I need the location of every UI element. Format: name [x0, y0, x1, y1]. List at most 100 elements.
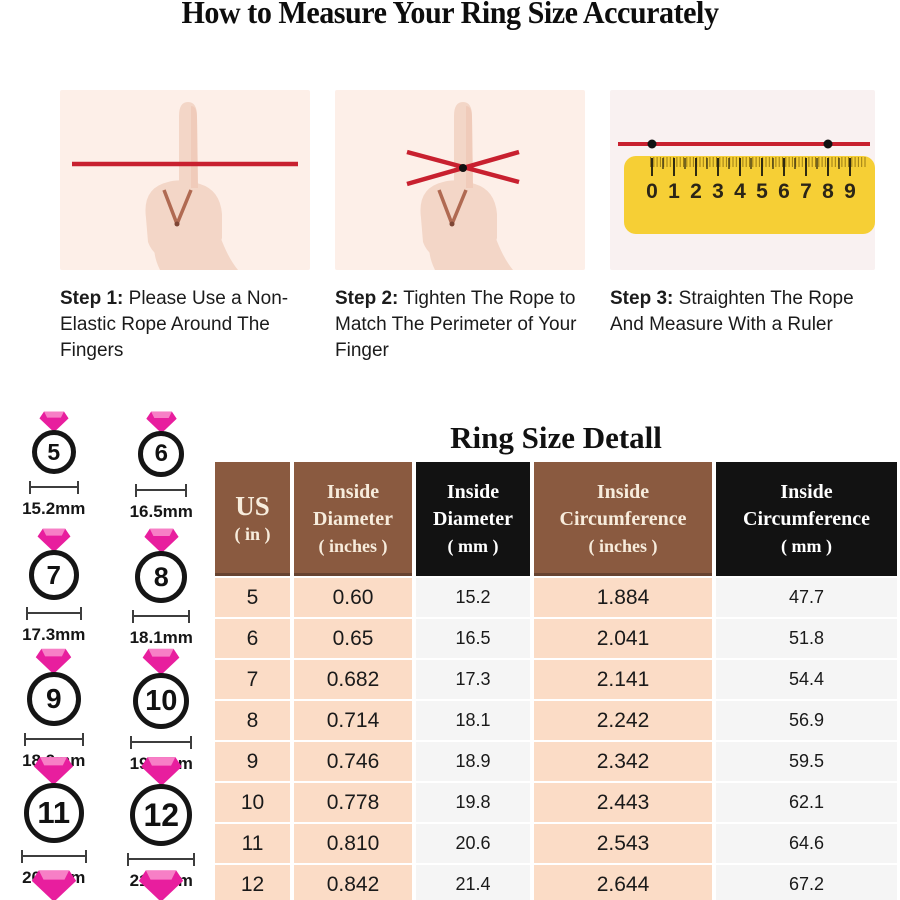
table-cell: 20.6	[416, 824, 530, 863]
step-1-caption: Step 1: Please Use a Non-Elastic Rope Ar…	[60, 286, 310, 364]
table-cell: 51.8	[716, 619, 897, 658]
table-cell: 17.3	[416, 660, 530, 699]
ring-size-row: 5 15.2mm 6 16.5mm	[0, 410, 215, 522]
ring-size-number: 6	[138, 431, 185, 477]
table-title: Ring Size Detall	[450, 420, 662, 455]
table-cell: 64.6	[716, 824, 897, 863]
table-cell: 0.682	[294, 660, 412, 699]
table-cell: 56.9	[716, 701, 897, 740]
table-header-cell: Inside Circumference( mm )	[716, 462, 897, 576]
table-header-cell: Inside Diameter( inches )	[294, 462, 412, 576]
ruler-number: 3	[712, 180, 724, 203]
ring-glyph: 5 15.2mm	[0, 410, 108, 522]
step-2-caption: Step 2: Tighten The Rope to Match The Pe…	[335, 286, 585, 364]
ruler-number: 4	[734, 180, 746, 203]
ruler-number: 9	[844, 180, 856, 203]
table-cell: 2.041	[534, 619, 712, 658]
table-cell: 67.2	[716, 865, 897, 900]
table-header-cell: Inside Circumference( inches )	[534, 462, 712, 576]
diamond-icon	[39, 411, 69, 433]
ruler-number: 7	[800, 180, 812, 203]
table-cell: 18.9	[416, 742, 530, 781]
table-cell: 7	[215, 660, 290, 699]
ring-size-number: 12	[130, 784, 193, 846]
diamond-icon	[146, 411, 177, 434]
diamond-icon	[142, 648, 180, 676]
table-cell: 21.4	[416, 865, 530, 900]
diameter-bracket	[135, 484, 188, 497]
ring-size-number: 7	[28, 550, 79, 600]
table-cell: 9	[215, 742, 290, 781]
diamond-icon	[144, 528, 179, 554]
table-cell: 2.543	[534, 824, 712, 863]
step-1-image	[60, 90, 310, 270]
ring-diameter-label: 18.1mm	[129, 628, 193, 647]
table-cell: 0.714	[294, 701, 412, 740]
diameter-bracket	[25, 607, 82, 620]
table-cell: 0.810	[294, 824, 412, 863]
ring-size-row: 7 17.3mm 8 18.1mm	[0, 527, 215, 648]
table-cell: 2.443	[534, 783, 712, 822]
ring-glyph: 7 17.3mm	[0, 527, 108, 648]
ring-size-number: 8	[135, 551, 188, 603]
hand-with-rope-illustration	[72, 102, 298, 270]
diamond-icon	[36, 648, 72, 675]
ring-size-number: 9	[26, 672, 81, 726]
table-cell: 5	[215, 578, 290, 617]
table-cell: 18.1	[416, 701, 530, 740]
table-cell: 0.842	[294, 865, 412, 900]
table-cell: 19.8	[416, 783, 530, 822]
ring-diameter-label: 15.2mm	[22, 499, 86, 518]
table-cell: 0.60	[294, 578, 412, 617]
table-header-cell: Inside Diameter( mm )	[416, 462, 530, 576]
step-1-label: Step 1:	[60, 288, 124, 309]
table-cell: 59.5	[716, 742, 897, 781]
table-cell: 11	[215, 824, 290, 863]
diameter-bracket	[127, 853, 196, 866]
diameter-bracket	[132, 610, 191, 623]
diamond-icon	[139, 870, 184, 900]
ring-glyph: 6 16.5mm	[108, 410, 216, 522]
ring-size-row	[0, 868, 215, 900]
ring-diameter-label: 16.5mm	[129, 502, 193, 521]
diameter-bracket	[28, 481, 79, 494]
step-2: Step 2: Tighten The Rope to Match The Pe…	[335, 90, 585, 364]
table-cell: 8	[215, 701, 290, 740]
step-3-text: Straighten The Rope And Measure With a R…	[610, 288, 854, 335]
diamond-icon	[34, 757, 74, 785]
step-3-caption: Step 3: Straighten The Rope And Measure …	[610, 286, 860, 338]
table-cell: 54.4	[716, 660, 897, 699]
step-3-label: Step 3:	[610, 288, 674, 309]
diameter-bracket	[130, 736, 193, 749]
hand-with-tightened-rope-illustration	[406, 102, 520, 270]
table-header-cell: US( in )	[215, 462, 290, 576]
steps-row: Step 1: Please Use a Non-Elastic Rope Ar…	[60, 90, 875, 364]
ring-size-number: 11	[23, 783, 84, 843]
table-cell: 1.884	[534, 578, 712, 617]
table-cell: 2.242	[534, 701, 712, 740]
ring-size-table: US( in ) Inside Diameter( inches ) Inside Di…	[215, 462, 897, 900]
ring-size-column: 515.2mm616.5mm717.3mm818.1mm918.9mm1019.…	[0, 400, 215, 900]
step-2-image	[335, 90, 585, 270]
page-title: How to Measure Your Ring Size Accurately	[181, 0, 719, 30]
ruler-number: 8	[822, 180, 834, 203]
ruler-number: 1	[668, 180, 680, 203]
table-cell: 10	[215, 783, 290, 822]
table-cell: 6	[215, 619, 290, 658]
table-cell: 2.342	[534, 742, 712, 781]
ring-diameter-label: 17.3mm	[22, 625, 86, 644]
table-cell: 2.644	[534, 865, 712, 900]
rope-knot-dot	[459, 164, 467, 172]
diamond-icon	[140, 757, 182, 786]
table-cell: 2.141	[534, 660, 712, 699]
ring-glyph	[108, 868, 216, 900]
ruler-number: 2	[690, 180, 702, 203]
diamond-icon	[31, 870, 76, 900]
ring-size-number: 10	[133, 673, 190, 729]
table-cell: 47.7	[716, 578, 897, 617]
table-cell: 0.778	[294, 783, 412, 822]
